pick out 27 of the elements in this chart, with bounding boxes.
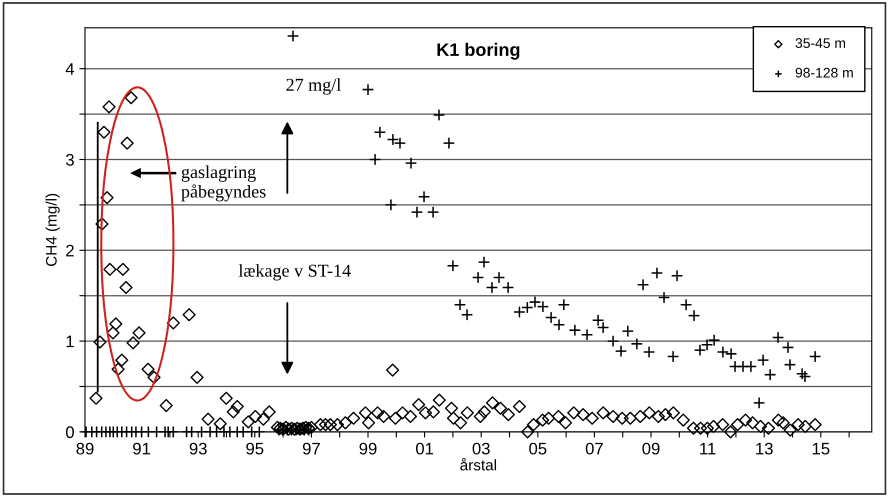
x-tick-label: 91 [133, 442, 150, 455]
x-tick-label: 13 [756, 442, 773, 455]
y-tick-label: 0 [66, 426, 74, 438]
x-tick-label: 09 [642, 442, 660, 455]
x-tick-label: 11 [700, 442, 716, 454]
x-tick-label: 05 [529, 442, 546, 455]
y-axis-title: CH4 (mg/l) [46, 194, 60, 266]
annotation: 27 mg/l [286, 78, 341, 95]
y-tick-label: 4 [66, 63, 74, 75]
x-tick-label: 97 [302, 442, 320, 455]
y-tick-label: 1 [66, 336, 74, 348]
x-tick-label: 93 [190, 442, 207, 455]
annotation: gaslagring påbegyndes [181, 165, 266, 202]
x-tick-label: 01 [416, 442, 434, 455]
legend-label: 35-45 m [796, 38, 846, 48]
legend-label: 98-128 m [796, 68, 853, 78]
x-axis-title: årstal [460, 458, 496, 470]
x-tick-label: 95 [246, 442, 264, 455]
annotation: lækage v ST-14 [238, 264, 351, 280]
x-tick-label: 99 [360, 442, 376, 455]
x-tick-label: 15 [812, 442, 830, 455]
x-tick-label: 89 [76, 442, 94, 455]
text: K1 boring [437, 42, 520, 60]
y-tick-label: 2 [66, 244, 74, 256]
x-tick-label: 07 [586, 442, 603, 455]
y-tick-label: 3 [66, 154, 74, 166]
x-tick-label: 03 [472, 442, 490, 455]
